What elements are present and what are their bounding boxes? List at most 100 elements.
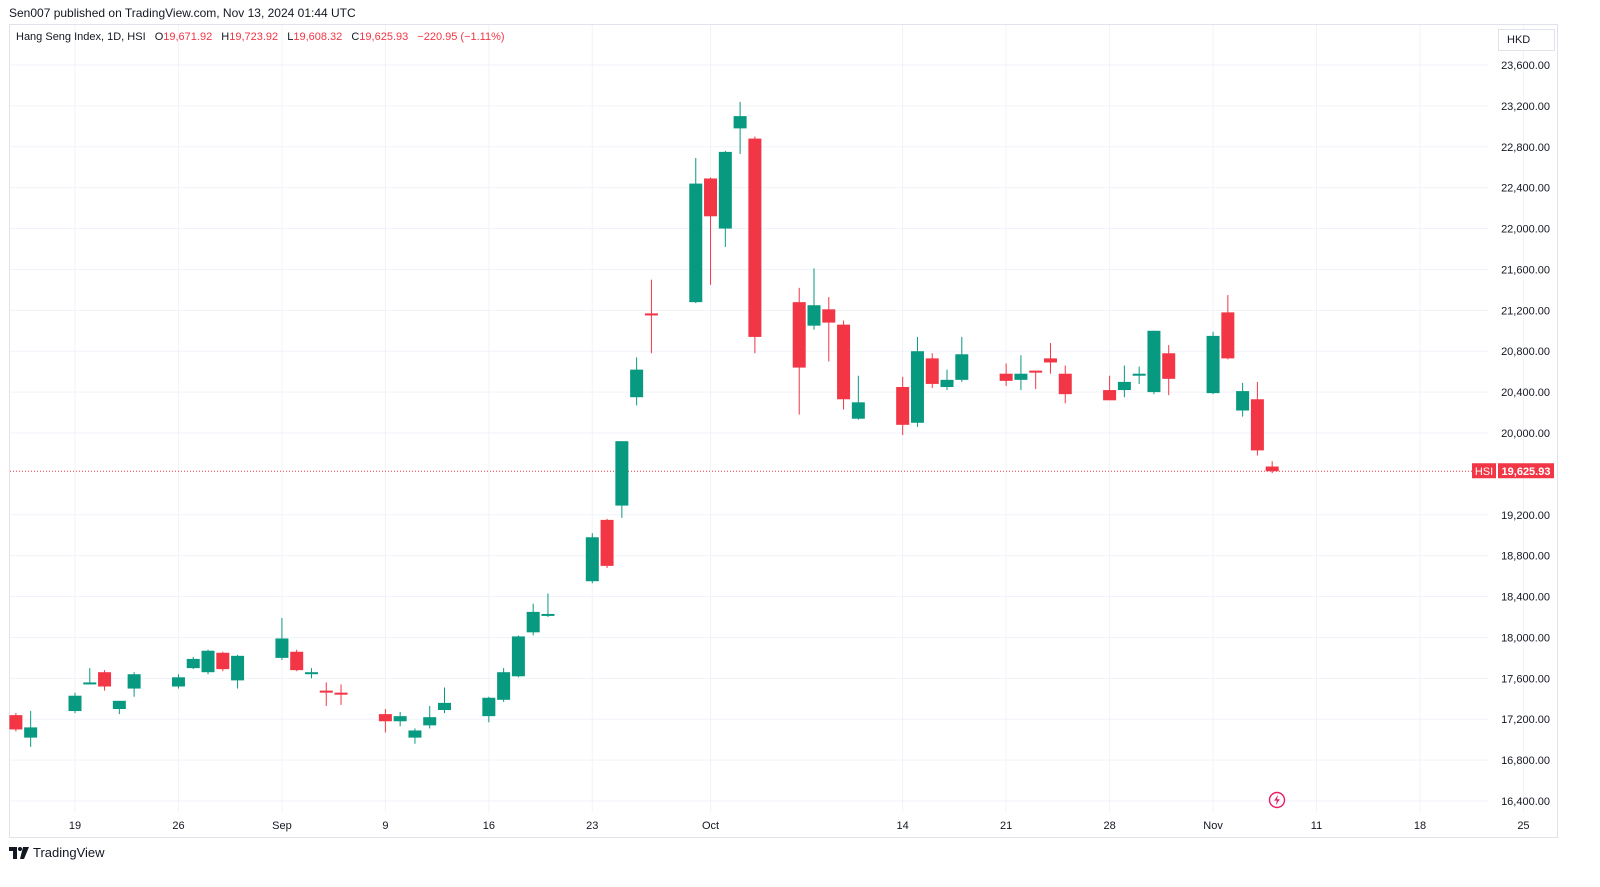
candle-body (304, 672, 318, 675)
candle-body (186, 658, 200, 669)
low-label: L (287, 31, 294, 43)
candle-down (98, 670, 112, 691)
candle-body (9, 715, 23, 730)
change-value: −220.95 (−1.11%) (417, 31, 505, 43)
candle-up (541, 593, 555, 617)
low-value: 19,608.32 (293, 31, 343, 43)
candle-body (438, 702, 451, 711)
candle-up (1132, 366, 1146, 384)
candle-up (910, 336, 924, 427)
price-tick-label: 22,400.00 (1501, 183, 1550, 195)
candle-up (718, 150, 732, 247)
candle-body (1103, 390, 1117, 401)
candle-body (704, 178, 718, 217)
candle-up (112, 700, 126, 715)
last-price-tag: HSI 19,625.93 (1472, 463, 1554, 479)
price-tick-label: 21,600.00 (1501, 264, 1550, 276)
candle-body (98, 672, 112, 687)
bolt-icon[interactable] (1268, 791, 1286, 809)
candle-body (940, 379, 954, 387)
candle-down (704, 177, 718, 285)
candle-body (718, 151, 732, 229)
candle-up (304, 668, 318, 679)
candle-body (216, 652, 230, 670)
time-tick-label: Nov (1203, 820, 1223, 832)
candle-up (526, 603, 540, 636)
candle-body (497, 672, 511, 700)
candle-up (275, 618, 289, 660)
open-label: O (154, 31, 164, 43)
candle-up (1014, 355, 1028, 391)
candle-body (733, 116, 747, 129)
candle-body (600, 519, 614, 566)
candle-up (851, 375, 865, 420)
candle-down (644, 279, 658, 354)
symbol-legend[interactable]: Hang Seng Index, 1D, HSI O19,671.92 H19,… (16, 31, 505, 43)
candle-body (1162, 353, 1176, 379)
candle-body (748, 138, 762, 337)
price-tick-label: 22,000.00 (1501, 224, 1550, 236)
candle-down (216, 651, 230, 672)
candle-body (231, 655, 245, 681)
candle-up (689, 158, 703, 304)
time-tick-label: Oct (702, 820, 719, 832)
candle-body (171, 677, 185, 687)
currency-selector[interactable]: HKD (1498, 29, 1555, 51)
time-tick-label: 23 (586, 820, 598, 832)
candle-body (526, 611, 540, 633)
candle-up (955, 336, 969, 382)
candle-up (186, 656, 200, 670)
candle-up (1236, 382, 1250, 417)
candle-down (822, 297, 836, 362)
candle-up (393, 712, 407, 727)
last-symbol-label: HSI (1475, 466, 1493, 478)
candle-up (438, 687, 451, 714)
footer-brand[interactable]: TradingView (9, 845, 105, 860)
time-tick-label: 18 (1414, 820, 1426, 832)
open-value: 19,671.92 (163, 31, 213, 43)
candle-down (290, 649, 304, 672)
price-tick-label: 18,800.00 (1501, 551, 1550, 563)
last-price-label: 19,625.93 (1502, 466, 1551, 478)
price-tick-label: 17,600.00 (1501, 673, 1550, 685)
candle-body (127, 674, 141, 689)
candle-up (807, 268, 821, 330)
high-value: 19,723.92 (229, 31, 279, 43)
price-tick-label: 20,400.00 (1501, 387, 1550, 399)
candle-down (896, 376, 910, 436)
candle-body (423, 717, 437, 726)
candle-body (68, 695, 82, 712)
price-tick-label: 16,800.00 (1501, 755, 1550, 767)
time-tick-label: 26 (172, 820, 184, 832)
candle-up (615, 441, 629, 518)
candle-up (482, 696, 496, 723)
candle-up (1206, 331, 1220, 395)
candle-body (851, 402, 865, 419)
candle-body (615, 441, 629, 506)
candle-body (1058, 373, 1072, 395)
candle-up (201, 649, 215, 675)
candle-up (423, 705, 437, 729)
candle-body (1250, 399, 1264, 451)
candle-up (171, 674, 185, 689)
candle-body (393, 716, 407, 722)
candle-down (1221, 295, 1235, 360)
candle-up (511, 635, 525, 678)
candle-body (955, 354, 969, 380)
candle-down (1103, 375, 1117, 401)
candle-down (837, 320, 851, 410)
candle-up (1117, 365, 1131, 398)
close-label: C (351, 31, 360, 43)
candle-body (408, 730, 422, 738)
chart-frame (9, 24, 1558, 838)
candle-body (482, 697, 496, 717)
candle-up (585, 533, 599, 584)
candle-body (1265, 466, 1279, 472)
time-tick-label: 14 (897, 820, 909, 832)
candle-body (511, 636, 525, 677)
candle-up (83, 668, 97, 685)
candle-down (334, 684, 348, 705)
candle-body (1014, 373, 1028, 380)
candle-body (1221, 312, 1235, 359)
